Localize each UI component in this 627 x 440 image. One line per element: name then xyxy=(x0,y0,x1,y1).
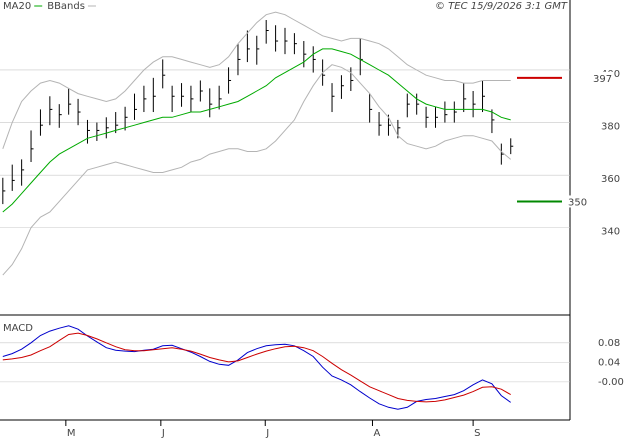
level-label: 350 xyxy=(568,197,587,208)
y-tick-label: 0.04 xyxy=(598,357,620,368)
x-tick-label: J xyxy=(161,428,165,439)
legend-label: MA20 xyxy=(3,1,31,12)
x-tick-label: S xyxy=(474,428,480,439)
x-tick-label: J xyxy=(265,428,269,439)
x-tick-label: M xyxy=(67,428,76,439)
y-tick-label: 360 xyxy=(601,174,620,185)
legend-label: BBands xyxy=(47,1,85,12)
band-upper xyxy=(2,11,511,149)
level-label-bg xyxy=(588,71,614,84)
panel-title: MACD xyxy=(3,323,33,334)
level-label-bg xyxy=(566,195,592,208)
band-lower xyxy=(2,64,512,276)
macd-line xyxy=(2,332,511,403)
y-tick-label: 340 xyxy=(601,227,620,238)
plot-background xyxy=(0,0,570,420)
y-tick-label: 380 xyxy=(601,122,620,133)
x-tick-label: A xyxy=(373,428,380,439)
copyright: © TEC 15/9/2026 3:1 GMT xyxy=(435,1,568,12)
y-tick-label: -0.00 xyxy=(598,377,624,388)
y-tick-label: 0.08 xyxy=(598,338,620,349)
level-label: 397 xyxy=(593,74,612,85)
ma-line xyxy=(2,48,511,213)
